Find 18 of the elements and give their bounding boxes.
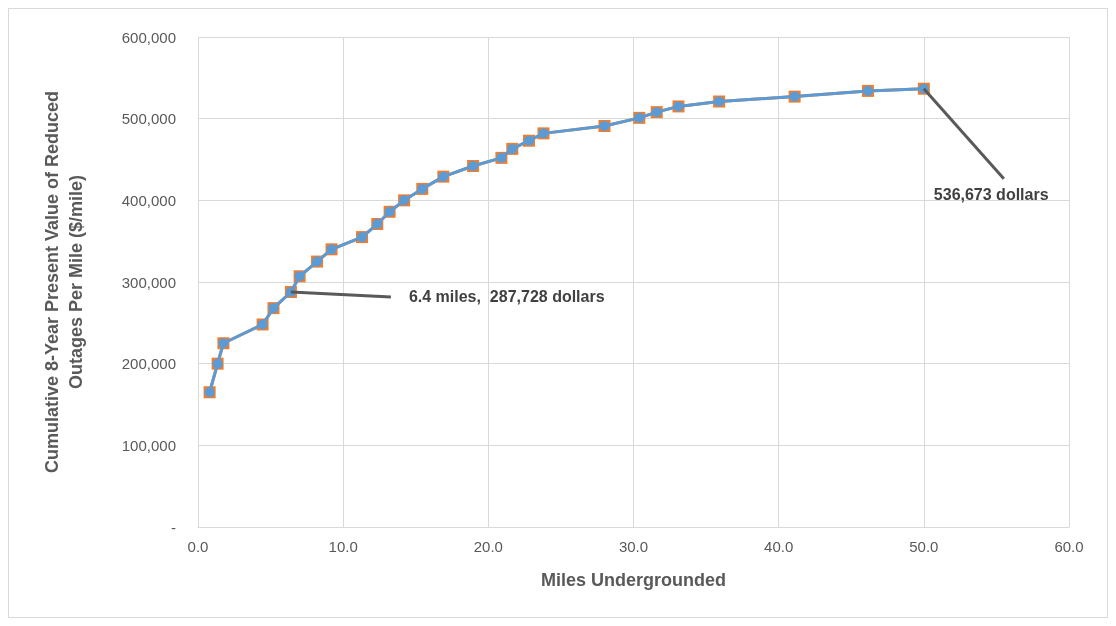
y-tick-label: 600,000 — [121, 28, 176, 46]
x-axis-title: Miles Undergrounded — [540, 570, 727, 590]
x-tick-label: 50.0 — [909, 538, 939, 555]
y-tick-label: 500,000 — [121, 110, 176, 128]
y-tick-label: 400,000 — [121, 191, 176, 209]
y-tick-label: 200,000 — [121, 355, 176, 373]
y-axis-title: Cumulative 8-Year Present Value of Reduced Outages Per Mile ($/mile) — [42, 90, 86, 474]
x-tick-label: 0.0 — [187, 538, 209, 555]
x-tick-label: 40.0 — [764, 538, 794, 555]
annotation: 6.4 miles, 287,728 dollars — [408, 287, 605, 305]
y-tick-label: 300,000 — [121, 273, 176, 291]
annotation: 536,673 dollars — [933, 186, 1049, 204]
x-tick-label: 60.0 — [1054, 538, 1084, 555]
x-tick-label: 20.0 — [473, 538, 503, 555]
x-tick-label: 30.0 — [618, 538, 649, 555]
y-tick-label: - — [171, 518, 176, 536]
y-tick-label: 100,000 — [121, 436, 176, 454]
x-tick-label: 10.0 — [328, 538, 358, 555]
